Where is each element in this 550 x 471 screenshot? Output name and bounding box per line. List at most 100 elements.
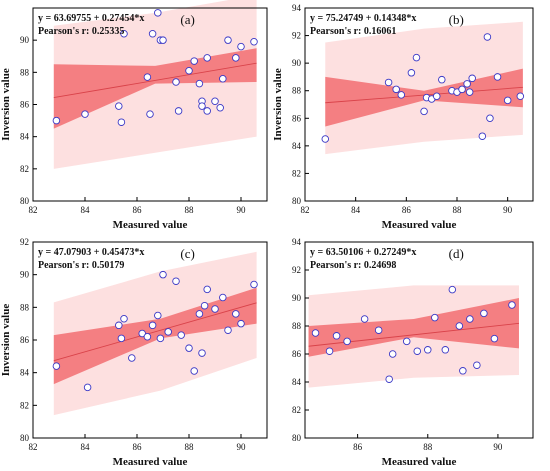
data-point xyxy=(388,350,397,358)
data-point xyxy=(120,315,128,323)
data-point xyxy=(154,311,162,320)
data-point xyxy=(195,79,204,88)
data-point xyxy=(486,114,494,123)
data-point xyxy=(360,315,369,323)
data-point xyxy=(224,36,232,44)
data-point xyxy=(392,85,400,94)
data-point xyxy=(250,38,258,46)
y-tick-label: 82 xyxy=(292,168,301,178)
data-point xyxy=(154,9,162,17)
y-tick-label: 92 xyxy=(20,237,29,247)
y-tick-label: 84 xyxy=(292,141,302,151)
y-tick-label: 86 xyxy=(20,100,30,110)
x-tick-label: 90 xyxy=(493,442,503,452)
x-axis-title: Measured value xyxy=(382,456,457,468)
panel-label: (c) xyxy=(180,246,194,261)
data-point xyxy=(203,107,211,115)
prediction-band xyxy=(325,21,523,155)
y-tick-label: 92 xyxy=(292,265,301,275)
y-axis-title: Inversion value xyxy=(0,304,12,377)
data-point xyxy=(190,367,198,375)
data-point xyxy=(211,305,219,313)
data-point xyxy=(431,313,439,322)
y-tick-label: 80 xyxy=(292,196,302,206)
axes-frame xyxy=(304,241,534,439)
pearson-r: Pearson's r: 0.50179 xyxy=(38,260,124,271)
data-point xyxy=(211,97,219,106)
y-tick-label: 90 xyxy=(20,35,30,45)
y-tick-label: 86 xyxy=(292,113,302,123)
data-point xyxy=(198,349,206,357)
data-point xyxy=(420,107,428,116)
regression-equation: y = 47.07903 + 0.45473*x xyxy=(38,247,144,258)
data-point xyxy=(172,277,180,285)
fit-line xyxy=(53,302,257,362)
data-point xyxy=(148,29,157,38)
data-point xyxy=(493,73,502,81)
data-point xyxy=(480,309,488,318)
data-point xyxy=(237,42,245,51)
x-tick-label: 84 xyxy=(351,205,361,215)
fit-line xyxy=(53,62,257,99)
data-point xyxy=(413,347,421,355)
pearson-r: Pearson's r: 0.24698 xyxy=(310,260,396,271)
x-tick-label: 84 xyxy=(81,205,91,215)
data-point xyxy=(177,331,185,339)
x-tick-label: 86 xyxy=(353,442,363,452)
y-axis-title: Inversion value xyxy=(272,68,284,141)
y-tick-label: 80 xyxy=(292,433,302,443)
data-point xyxy=(156,334,165,343)
data-point xyxy=(195,310,204,318)
x-tick-label: 86 xyxy=(133,205,143,215)
data-point xyxy=(120,29,128,38)
data-point xyxy=(159,36,167,44)
x-tick-label: 84 xyxy=(81,442,91,452)
data-point xyxy=(441,346,450,354)
confidence-band xyxy=(53,48,257,129)
confidence-band xyxy=(53,287,257,385)
pearson-r: Pearson's r: 0.25335 xyxy=(38,26,124,37)
y-tick-label: 88 xyxy=(292,321,302,331)
data-point xyxy=(81,110,89,118)
data-point xyxy=(466,315,474,323)
data-point xyxy=(516,92,525,100)
data-point xyxy=(143,73,152,81)
data-point xyxy=(463,80,471,88)
panel-label: (a) xyxy=(180,12,194,27)
data-point xyxy=(52,362,61,370)
data-point xyxy=(455,322,464,330)
data-point xyxy=(402,337,411,346)
y-tick-label: 94 xyxy=(292,237,302,247)
data-point xyxy=(343,337,351,346)
regression-equation: y = 63.50106 + 0.27249*x xyxy=(310,247,416,258)
data-point xyxy=(198,102,206,110)
x-tick-label: 88 xyxy=(453,205,463,215)
y-tick-label: 82 xyxy=(20,400,29,410)
x-tick-label: 90 xyxy=(503,205,513,215)
data-point xyxy=(146,110,154,118)
y-tick-label: 88 xyxy=(20,302,30,312)
x-tick-label: 82 xyxy=(29,205,38,215)
y-tick-label: 80 xyxy=(20,196,30,206)
data-point xyxy=(185,66,193,75)
y-tick-label: 88 xyxy=(20,67,30,77)
y-tick-label: 94 xyxy=(292,3,302,13)
y-tick-label: 90 xyxy=(292,58,302,68)
y-tick-label: 82 xyxy=(292,405,301,415)
x-tick-label: 82 xyxy=(301,205,310,215)
x-tick-label: 90 xyxy=(237,442,247,452)
data-point xyxy=(200,301,209,310)
x-tick-label: 82 xyxy=(29,442,38,452)
data-point xyxy=(83,383,92,392)
data-point xyxy=(384,78,393,87)
data-point xyxy=(216,103,224,112)
data-point xyxy=(483,33,492,41)
data-point xyxy=(224,326,232,334)
data-point xyxy=(219,293,227,302)
regression-equation: y = 75.24749 + 0.14348*x xyxy=(310,13,416,24)
data-point xyxy=(232,54,240,62)
data-point xyxy=(503,96,512,105)
y-tick-label: 84 xyxy=(20,368,30,378)
x-axis-title: Measured value xyxy=(382,219,457,231)
